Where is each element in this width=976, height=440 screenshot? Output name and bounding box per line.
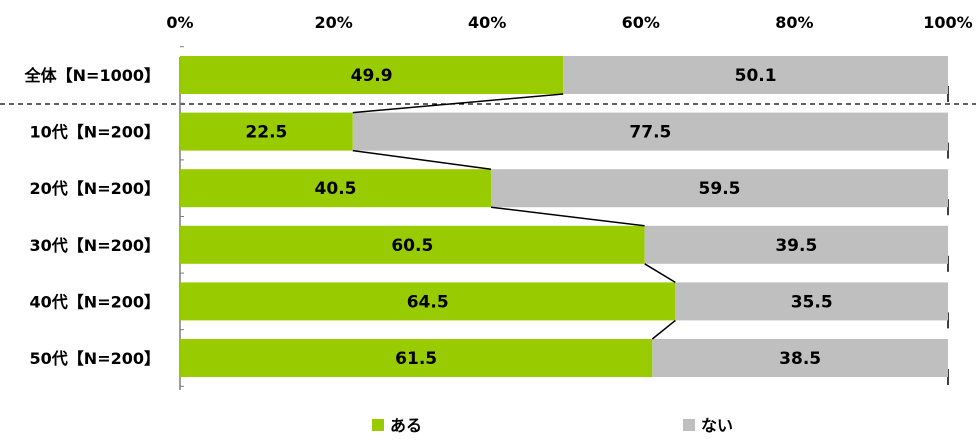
- legend: ある ない: [372, 416, 733, 435]
- legend-swatch-aru: [372, 419, 384, 431]
- x-tick-label: 100%: [923, 13, 972, 32]
- bar-segment-aru: [180, 169, 492, 208]
- data-label: 64.5: [407, 292, 449, 312]
- x-tick-label: 80%: [775, 13, 813, 32]
- labels-layer: 49.9 50.1 全体【N=1000】 22.5 77.5 10代【N=200】 40.5…: [24, 66, 833, 369]
- bar-segment-aru: [180, 282, 676, 321]
- data-label: 49.9: [351, 66, 393, 86]
- x-tick-label: 40%: [468, 13, 506, 32]
- data-label: 50.1: [735, 66, 777, 86]
- series-line: [352, 93, 564, 114]
- bar-segment-nai: [352, 112, 948, 151]
- x-tick-label: 60%: [622, 13, 660, 32]
- category-label: 全体【N=1000】: [24, 66, 160, 85]
- category-label: 50代【N=200】: [30, 349, 160, 368]
- bar-segment-aru: [180, 112, 353, 151]
- bars-layer: [180, 56, 948, 377]
- data-label: 59.5: [699, 179, 741, 199]
- category-label: 40代【N=200】: [30, 292, 160, 311]
- legend-swatch-nai: [683, 419, 695, 431]
- axis-layer: 0% 20% 40% 60% 80% 100%: [166, 13, 973, 390]
- data-label: 61.5: [395, 349, 437, 369]
- bar-segment-nai: [644, 225, 948, 264]
- series-line: [644, 263, 676, 284]
- bar-segment-nai: [675, 282, 948, 321]
- data-label: 35.5: [791, 292, 833, 312]
- x-tick-label: 20%: [314, 13, 352, 32]
- legend-label: ない: [701, 416, 733, 435]
- data-label: 60.5: [391, 236, 433, 256]
- bar-segment-aru: [180, 56, 564, 94]
- data-label: 40.5: [315, 179, 357, 199]
- series-line: [651, 319, 676, 340]
- legend-label: ある: [390, 416, 422, 435]
- bar-segment-nai: [652, 339, 948, 377]
- data-label: 38.5: [779, 349, 821, 369]
- bar-segment-aru: [180, 225, 645, 264]
- bar-segment-aru: [180, 339, 653, 377]
- data-label: 39.5: [775, 236, 817, 256]
- bar-segment-nai: [491, 169, 948, 208]
- category-label: 30代【N=200】: [30, 236, 160, 255]
- bar-segment-nai: [563, 56, 948, 94]
- data-label: 22.5: [245, 123, 287, 143]
- category-label: 10代【N=200】: [30, 123, 160, 142]
- data-label: 77.5: [629, 123, 671, 143]
- series-line: [490, 206, 645, 227]
- series-line: [352, 149, 492, 170]
- series-lines-layer: [352, 93, 676, 340]
- x-tick-label: 0%: [166, 13, 193, 32]
- category-label: 20代【N=200】: [30, 179, 160, 198]
